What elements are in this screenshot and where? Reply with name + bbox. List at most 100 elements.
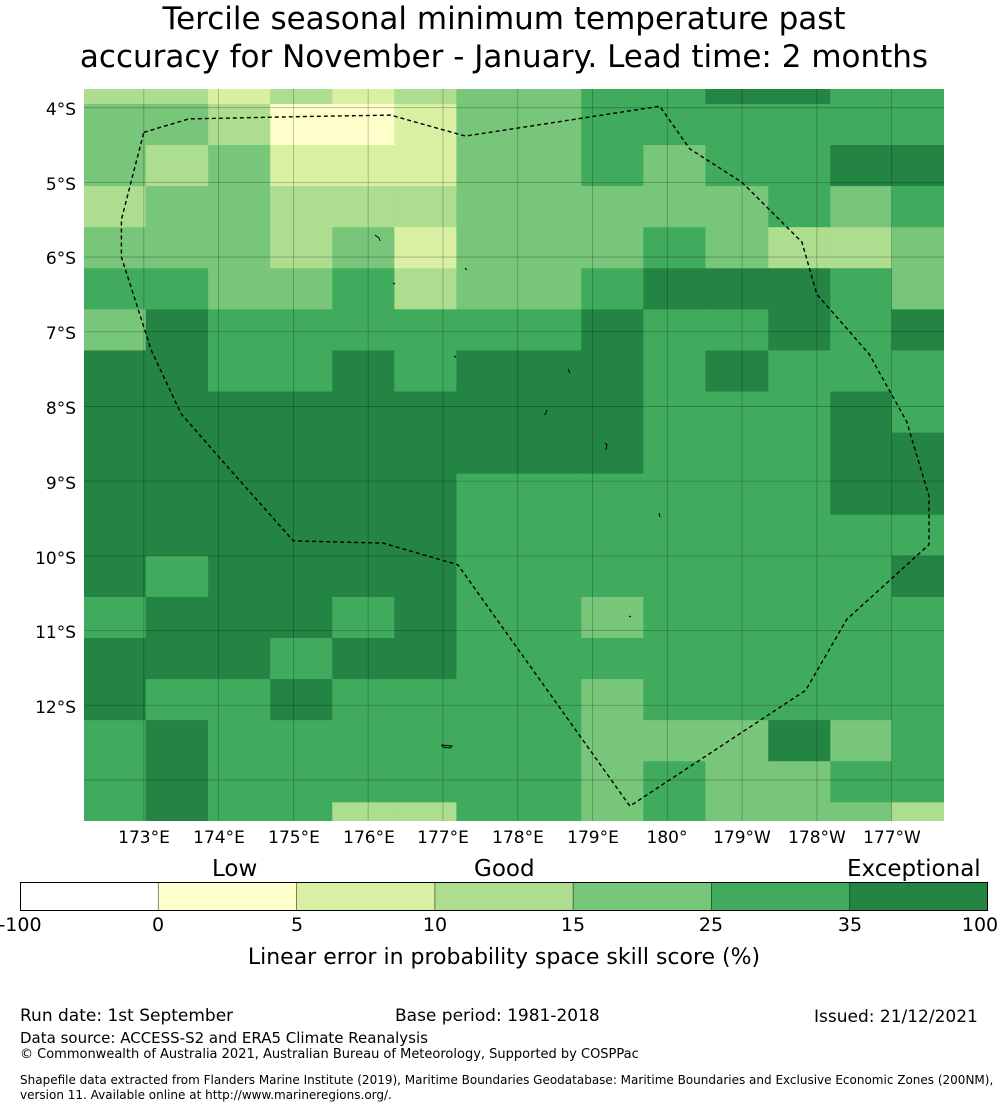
colorbar-tick: 5 xyxy=(290,914,304,936)
score-cell xyxy=(830,350,893,393)
score-cell xyxy=(332,473,395,516)
score-cell xyxy=(705,309,769,352)
score-cell xyxy=(145,350,209,393)
score-cell xyxy=(830,227,893,269)
score-cell xyxy=(332,432,395,475)
score-cell xyxy=(394,103,458,146)
category-low: Low xyxy=(212,856,258,882)
score-cell xyxy=(581,145,644,187)
score-cell xyxy=(705,391,769,434)
score-cell xyxy=(830,638,893,680)
score-cell xyxy=(145,145,209,187)
score-cell xyxy=(456,268,520,310)
score-cell xyxy=(145,638,209,680)
score-cell xyxy=(332,268,395,310)
score-cell xyxy=(394,720,458,762)
score-cell xyxy=(830,103,893,146)
score-cell xyxy=(456,350,520,393)
score-cell xyxy=(705,596,769,639)
score-cell xyxy=(768,391,831,434)
score-cell xyxy=(332,720,395,762)
score-cell xyxy=(519,761,582,803)
score-cell xyxy=(270,802,333,821)
lat-tick: 9°S xyxy=(45,474,76,494)
score-cell xyxy=(768,350,831,393)
score-cell xyxy=(519,596,582,639)
score-cell xyxy=(581,473,644,516)
score-cell xyxy=(581,514,644,557)
score-cell xyxy=(581,309,644,352)
score-cell xyxy=(705,761,769,803)
score-cell xyxy=(581,103,644,146)
score-cell xyxy=(270,103,333,146)
score-cell xyxy=(830,391,893,434)
lat-tick: 10°S xyxy=(35,549,76,569)
score-cell xyxy=(84,802,147,821)
run-date: Run date: 1st September xyxy=(20,1006,234,1026)
score-cell xyxy=(394,350,458,393)
category-good: Good xyxy=(474,856,535,882)
score-cell xyxy=(643,350,707,393)
score-cell xyxy=(830,555,893,598)
lat-tick: 6°S xyxy=(45,249,76,269)
score-cell xyxy=(581,802,644,821)
shapefile-credit-line-2: version 11. Available online at http://w… xyxy=(20,1088,392,1102)
score-cell xyxy=(519,309,582,352)
score-cell xyxy=(270,555,333,598)
score-cell xyxy=(891,186,944,228)
lon-tick: 180° xyxy=(646,828,688,848)
score-cell xyxy=(145,761,209,803)
lon-tick: 174°E xyxy=(193,828,245,848)
score-cell xyxy=(84,103,147,146)
lon-tick: 179°E xyxy=(567,828,619,848)
issued-date: Issued: 21/12/2021 xyxy=(814,1007,978,1027)
lat-lon-gridlines xyxy=(84,89,944,821)
island xyxy=(658,512,661,518)
colorbar-segment xyxy=(158,882,298,911)
score-cell xyxy=(891,638,944,680)
score-cell xyxy=(208,802,271,821)
score-cell xyxy=(332,555,395,598)
score-cell xyxy=(519,473,582,516)
score-cell xyxy=(208,145,271,187)
lat-tick: 4°S xyxy=(45,100,76,120)
score-cell xyxy=(394,227,458,269)
score-cell xyxy=(643,103,707,146)
score-cell xyxy=(145,679,209,721)
score-cell xyxy=(394,555,458,598)
score-cell xyxy=(456,596,520,639)
lat-tick: 7°S xyxy=(45,324,76,344)
score-cell xyxy=(891,268,944,310)
score-cell xyxy=(208,514,271,557)
score-cell xyxy=(891,103,944,146)
score-cell xyxy=(394,268,458,310)
score-cell xyxy=(768,596,831,639)
score-cell xyxy=(394,802,458,821)
score-cell xyxy=(394,679,458,721)
score-cell xyxy=(768,802,831,821)
colorbar-segment xyxy=(573,882,712,911)
score-cell xyxy=(270,145,333,187)
score-cell xyxy=(581,350,644,393)
score-cell xyxy=(768,514,831,557)
colorbar-segment xyxy=(296,882,436,911)
score-cell xyxy=(643,268,707,310)
score-cell xyxy=(84,227,147,269)
score-cell xyxy=(208,432,271,475)
score-cell xyxy=(891,145,944,187)
colorbar-segment xyxy=(849,882,988,911)
colorbar-tick: 15 xyxy=(560,914,586,936)
score-cell xyxy=(643,186,707,228)
score-cell xyxy=(705,145,769,187)
score-cell xyxy=(208,103,271,146)
score-cell xyxy=(768,679,831,721)
score-cell xyxy=(270,514,333,557)
lon-tick: 178°W xyxy=(788,828,846,848)
lon-tick: 176°E xyxy=(343,828,395,848)
score-cell xyxy=(84,679,147,721)
chart-title: Tercile seasonal minimum temperature pas… xyxy=(0,0,1008,76)
score-cell xyxy=(891,227,944,269)
score-cell xyxy=(84,761,147,803)
score-cell xyxy=(768,761,831,803)
score-cell xyxy=(270,350,333,393)
